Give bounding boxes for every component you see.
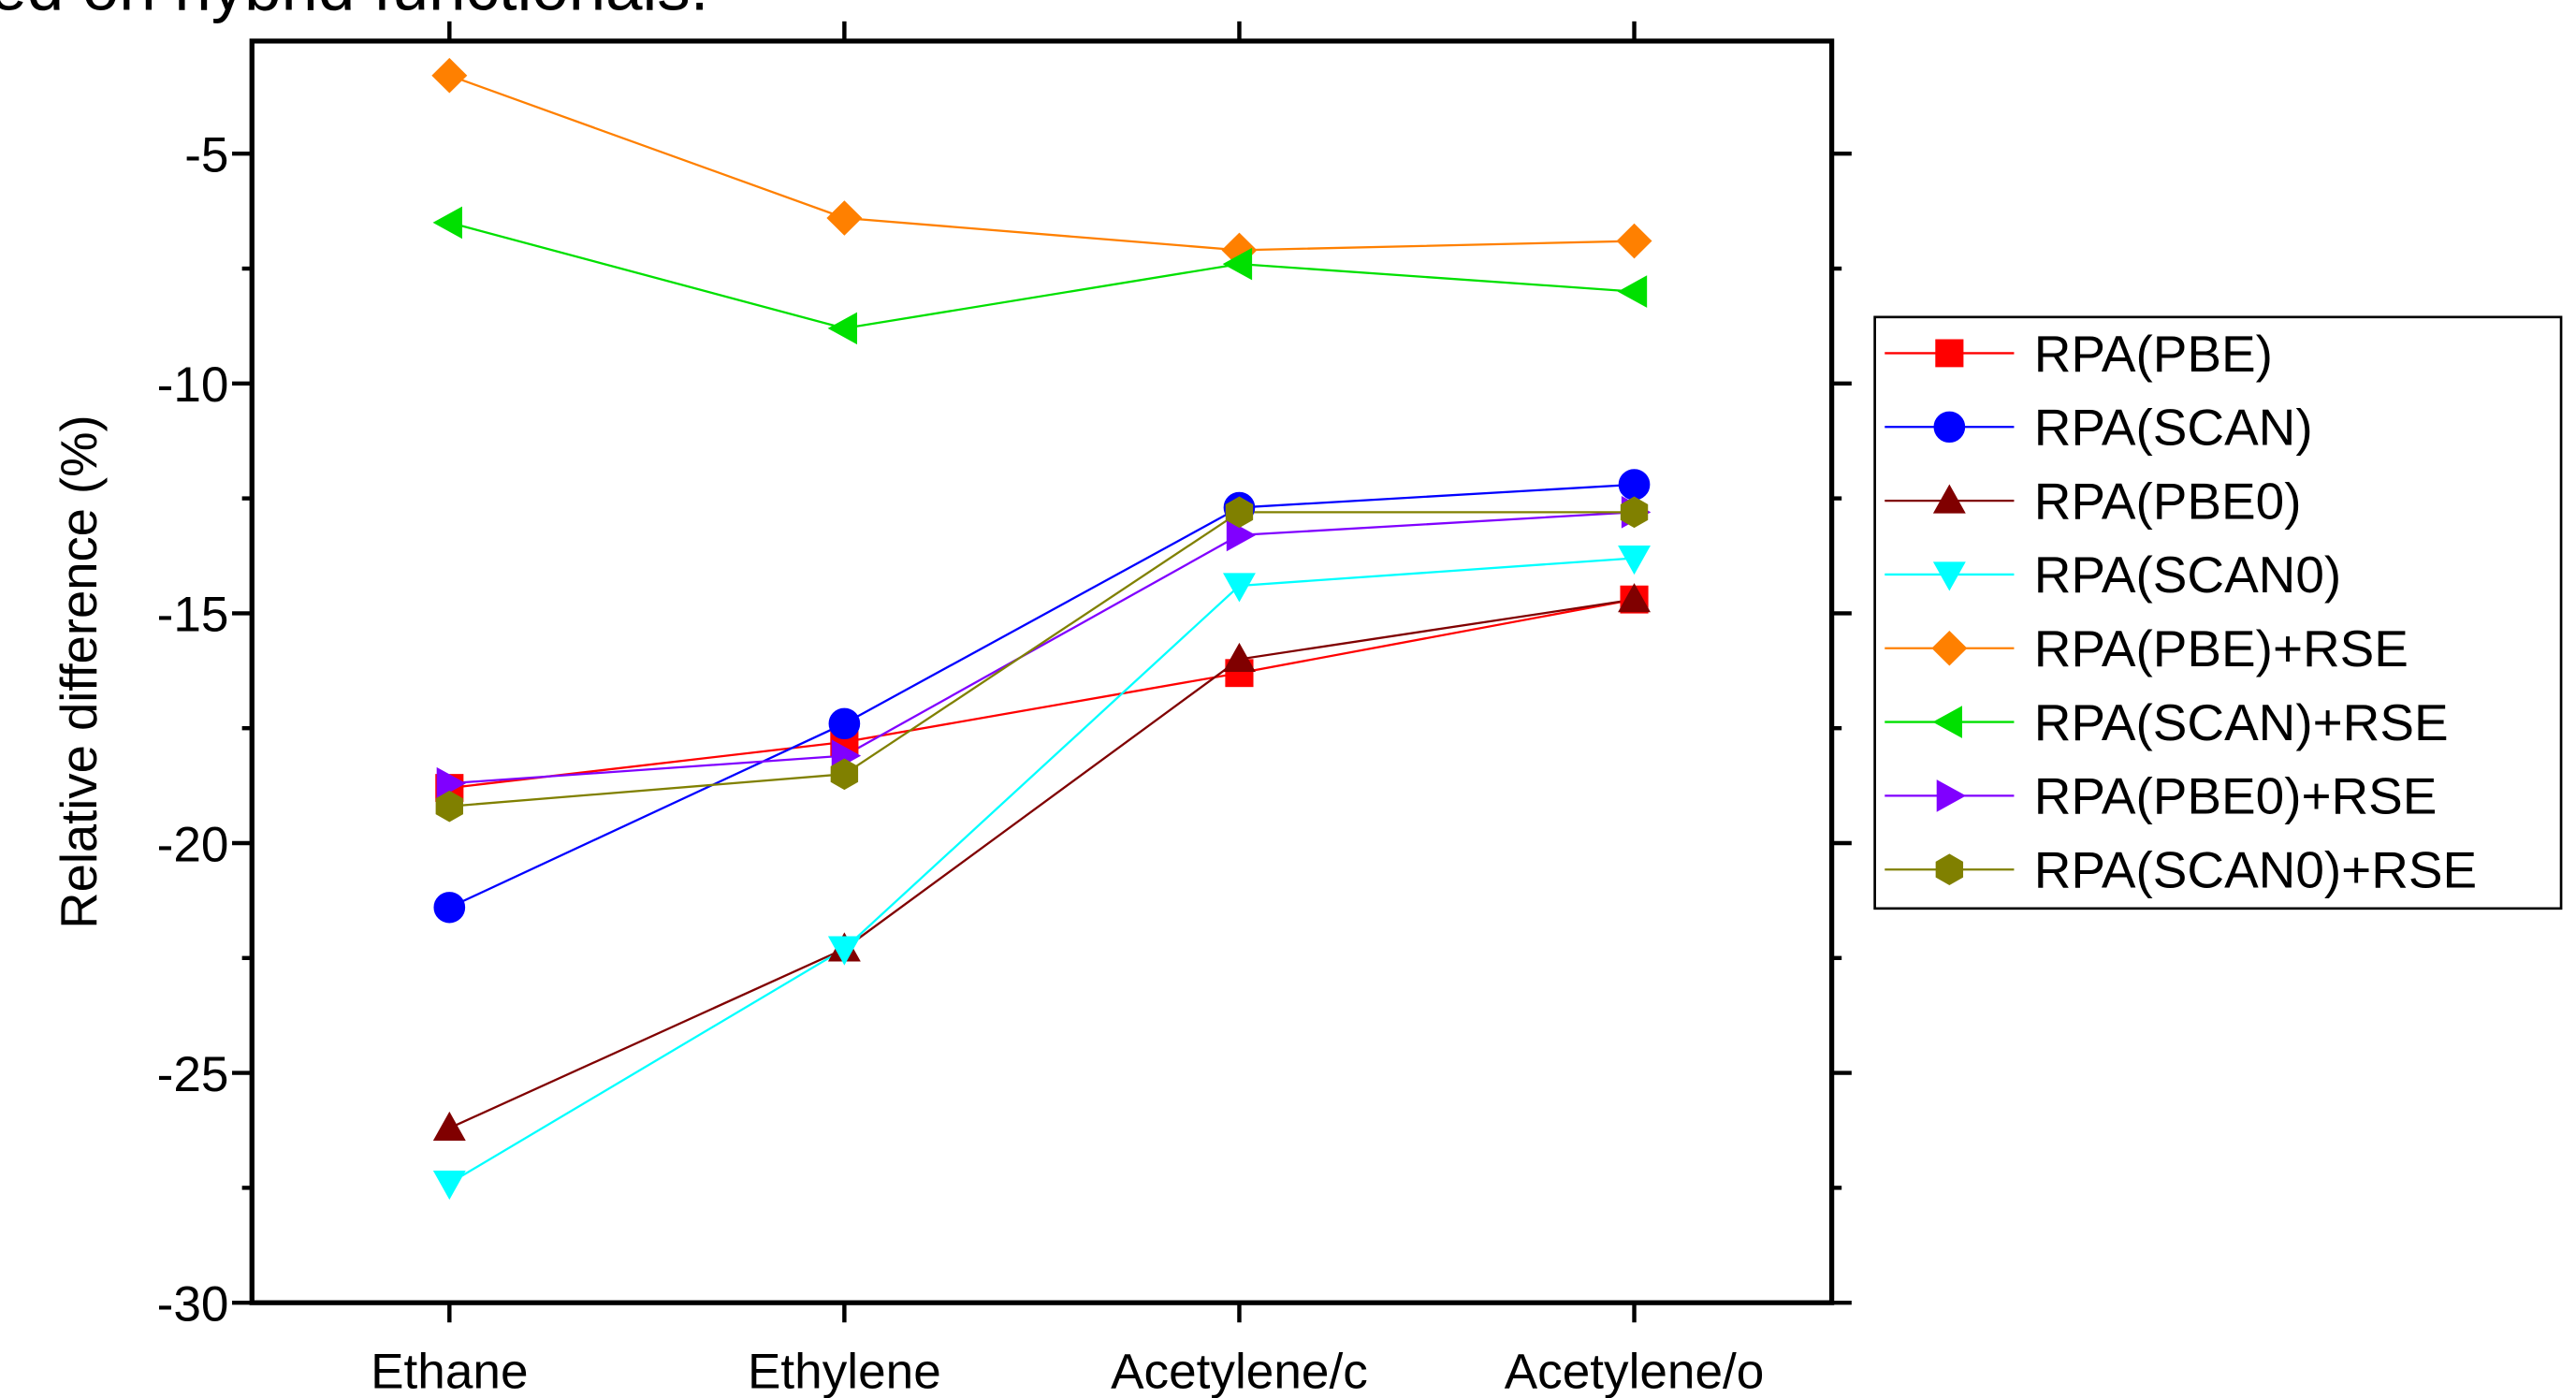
marker bbox=[1618, 469, 1651, 501]
marker bbox=[1223, 573, 1256, 603]
marker bbox=[1225, 496, 1254, 529]
y-tick-label: -10 bbox=[157, 357, 229, 413]
marker bbox=[827, 312, 858, 345]
series-line bbox=[448, 598, 1635, 1129]
y-axis-label: Relative difference (%) bbox=[51, 415, 108, 928]
marker bbox=[1620, 496, 1649, 529]
series-line bbox=[449, 221, 1635, 330]
legend-label: RPA(PBE)+RSE bbox=[2034, 620, 2409, 677]
marker bbox=[1616, 223, 1652, 259]
legend-label: RPA(SCAN0)+RSE bbox=[2034, 842, 2477, 899]
plot-frame bbox=[249, 38, 1835, 1305]
legend-label: RPA(PBE0)+RSE bbox=[2034, 768, 2438, 825]
x-tick-label: Acetylene/c bbox=[1111, 1345, 1368, 1398]
legend-marker bbox=[1935, 853, 1964, 886]
legend-marker bbox=[1932, 561, 1966, 591]
legend-label: RPA(SCAN) bbox=[2034, 400, 2313, 457]
legend-marker bbox=[1936, 779, 1967, 812]
x-tick-label: Ethane bbox=[371, 1345, 528, 1398]
series-line bbox=[449, 511, 1635, 808]
legend-label: RPA(PBE0) bbox=[2034, 473, 2302, 531]
legend-label: RPA(SCAN0) bbox=[2034, 546, 2341, 604]
series-line bbox=[448, 557, 1635, 1185]
y-tick-label: -5 bbox=[184, 128, 228, 183]
marker bbox=[1226, 518, 1257, 552]
legend-label: RPA(PBE) bbox=[2034, 326, 2273, 383]
marker bbox=[1617, 275, 1648, 308]
chart-title: ed on hybrid functionals. bbox=[0, 0, 708, 23]
legend-box bbox=[1873, 315, 2563, 910]
marker bbox=[830, 758, 859, 791]
y-tick-label: -25 bbox=[157, 1047, 229, 1102]
marker bbox=[1223, 642, 1256, 673]
y-tick-label: -30 bbox=[157, 1277, 229, 1332]
legend-marker bbox=[1932, 706, 1962, 738]
marker bbox=[826, 200, 863, 236]
series-line bbox=[448, 483, 1635, 909]
marker bbox=[1618, 545, 1651, 575]
marker bbox=[431, 57, 468, 94]
marker bbox=[432, 1111, 466, 1142]
legend-marker bbox=[1932, 484, 1966, 514]
marker bbox=[433, 892, 466, 924]
legend-marker bbox=[1931, 630, 1968, 666]
marker bbox=[827, 936, 861, 966]
marker bbox=[436, 766, 467, 800]
marker bbox=[1222, 247, 1253, 281]
legend-marker bbox=[1935, 339, 1964, 368]
marker bbox=[1618, 583, 1651, 613]
x-tick-label: Ethylene bbox=[748, 1345, 941, 1398]
marker bbox=[432, 1170, 466, 1201]
marker bbox=[828, 707, 861, 739]
legend-marker bbox=[1933, 411, 1966, 443]
y-tick-label: -20 bbox=[157, 818, 229, 873]
legend-label: RPA(SCAN)+RSE bbox=[2034, 694, 2449, 751]
y-tick-label: -15 bbox=[157, 588, 229, 643]
marker bbox=[435, 790, 464, 823]
series-line bbox=[449, 511, 1635, 785]
series-line bbox=[449, 598, 1635, 790]
marker bbox=[432, 206, 462, 240]
x-tick-label: Acetylene/o bbox=[1505, 1345, 1765, 1398]
series-line bbox=[448, 74, 1635, 252]
